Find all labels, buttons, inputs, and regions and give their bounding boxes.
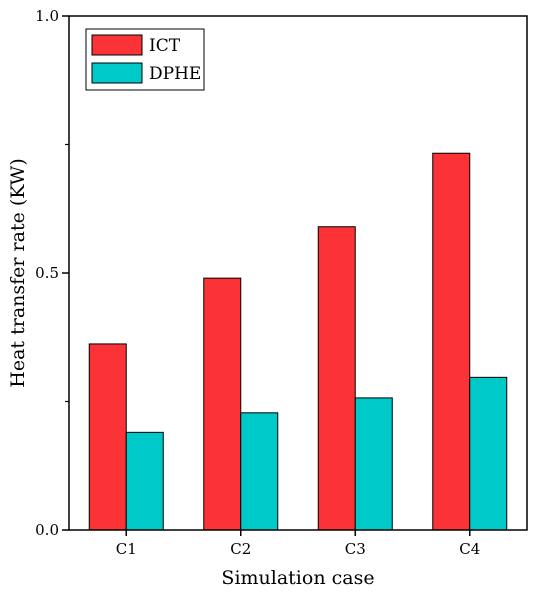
bar-ict-c3 (317, 226, 356, 531)
x-tick-label-c1: C1 (116, 540, 137, 558)
y-tick-label-1.0: 1.0 (35, 7, 59, 25)
legend-swatch-ict (91, 34, 143, 56)
y-axis-title: Heat transfer rate (KW) (7, 158, 29, 387)
legend-label-dphe: DPHE (149, 64, 201, 84)
x-tick-label-c3: C3 (345, 540, 366, 558)
axis-layer: C1 C2 C3 C4 0.0 0.5 1.0 (35, 7, 480, 558)
x-axis-title: Simulation case (221, 567, 374, 589)
legend-label-ict: ICT (149, 36, 181, 56)
legend: ICT DPHE (85, 28, 205, 91)
bar-dphe-c2 (240, 412, 279, 531)
bars-layer (88, 152, 508, 531)
bar-dphe-c4 (469, 376, 508, 531)
y-tick-label-0.0: 0.0 (35, 521, 59, 539)
bar-dphe-c1 (125, 431, 164, 531)
legend-swatch-dphe (91, 62, 143, 84)
x-tick-label-c2: C2 (230, 540, 251, 558)
bar-ict-c1 (88, 343, 127, 531)
bar-dphe-c3 (354, 397, 393, 531)
y-tick-label-0.5: 0.5 (35, 264, 59, 282)
x-tick-label-c4: C4 (459, 540, 480, 558)
bar-ict-c2 (203, 277, 242, 531)
bar-ict-c4 (432, 152, 471, 531)
